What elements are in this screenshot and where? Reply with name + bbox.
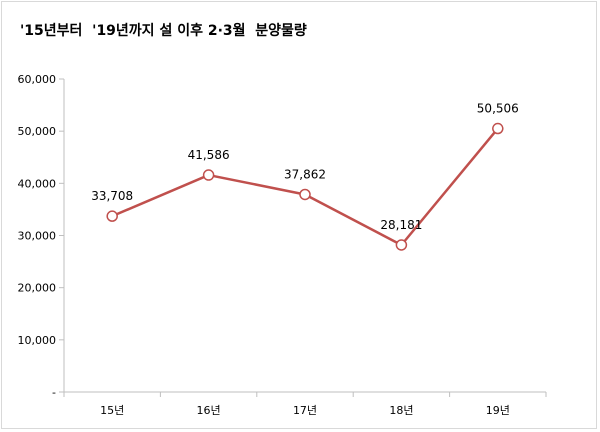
y-tick-label: 40,000: [18, 177, 57, 190]
x-tick-label: 16년: [197, 404, 221, 417]
data-label: 50,506: [477, 102, 519, 116]
y-tick-label: 60,000: [18, 73, 57, 86]
y-axis: - 10,000 20,000 30,000 40,000 50,000 60,000: [18, 73, 65, 399]
x-tick-label: 15년: [100, 404, 124, 417]
x-tick-label: 19년: [486, 404, 510, 417]
data-point-marker: [395, 239, 408, 251]
series-line: [106, 122, 504, 251]
x-axis: 15년 16년 17년 18년 19년: [63, 391, 547, 417]
y-tick-label: 20,000: [18, 282, 57, 295]
data-point-marker: [299, 188, 311, 201]
data-point-marker: [492, 122, 504, 135]
data-label: 33,708: [91, 189, 133, 203]
data-label: 37,862: [284, 167, 326, 181]
y-tick-label: 30,000: [18, 230, 57, 243]
data-label: 41,586: [188, 148, 230, 162]
y-tick-label: 50,000: [18, 125, 57, 138]
data-labels: 33,708 41,586 37,862 28,181 50,506: [91, 102, 519, 232]
chart-title: '15년부터 '19년까지 설 이후 2·3월 분양물량: [20, 23, 307, 39]
series-polyline: [111, 127, 499, 247]
data-label: 28,181: [380, 218, 422, 232]
data-point-marker: [106, 210, 118, 222]
x-tick-label: 18년: [389, 404, 413, 417]
y-tick-label: 10,000: [18, 334, 57, 347]
x-tick-label: 17년: [293, 404, 317, 417]
y-tick-label: -: [52, 386, 56, 399]
data-point-marker: [202, 169, 215, 181]
